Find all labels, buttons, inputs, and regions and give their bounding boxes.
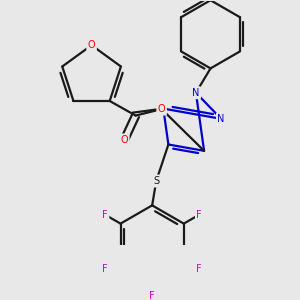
Text: N: N [192,88,200,98]
Text: O: O [88,40,95,50]
Text: F: F [196,210,202,220]
Text: F: F [102,210,108,220]
Text: F: F [102,264,108,274]
Text: F: F [196,264,202,274]
Text: N: N [218,114,225,124]
Text: O: O [158,104,165,114]
Text: S: S [153,176,159,186]
Text: F: F [149,291,155,300]
Text: O: O [121,135,128,145]
